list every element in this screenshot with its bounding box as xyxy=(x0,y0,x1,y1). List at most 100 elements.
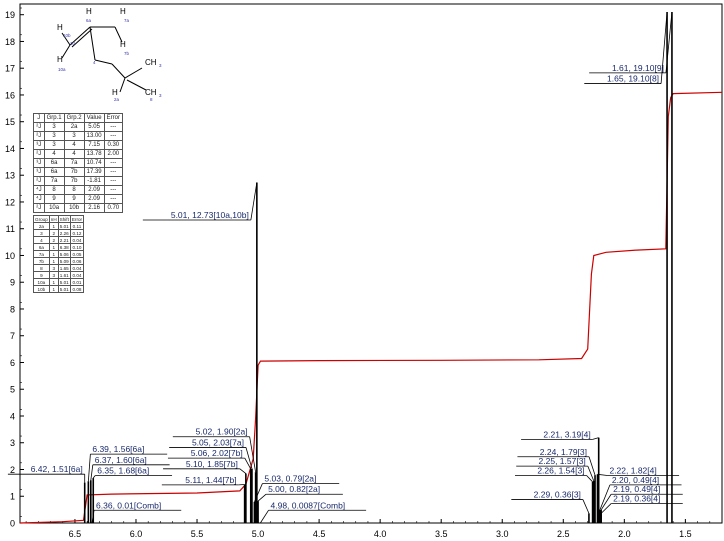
annotation-callout xyxy=(588,456,596,476)
peak-label: 2.22, 1.82[4] xyxy=(609,466,656,476)
table-cell: -1.81 xyxy=(83,176,105,186)
shift-table: Group nH Shift Error 2a 1 5.01 0.11 3 2 2.26 0.12 4… xyxy=(33,215,85,293)
table-row: ³J 6a 7a 10.74 --- xyxy=(33,158,123,168)
table-cell: 5.05 xyxy=(83,122,105,132)
table-cell: --- xyxy=(103,194,123,204)
table-cell: --- xyxy=(103,122,123,132)
table-cell: 2.00 xyxy=(103,149,123,159)
y-tick-label: 9 xyxy=(10,278,15,288)
coupling-table-header: J Grp.1 Grp.2 Value Error xyxy=(33,113,123,123)
table-cell: 0.10 xyxy=(69,243,85,251)
table-cell: ²J xyxy=(33,149,45,159)
table-cell: 1.61 xyxy=(57,271,71,279)
table-cell: 0.04 xyxy=(69,236,85,244)
y-tick-label: 18 xyxy=(5,37,15,47)
annotation-callout xyxy=(592,437,599,440)
table-cell: ³J xyxy=(33,140,45,150)
peak-label: 5.10, 1.85[7b] xyxy=(186,459,238,469)
peak-label: 5.02, 1.90[2a] xyxy=(196,427,248,437)
annotation-callout xyxy=(245,447,253,469)
molecule-atom-label: H xyxy=(112,88,118,97)
molecule-atom-label: H xyxy=(57,55,63,64)
molecule-atom-label: 3 xyxy=(159,63,162,68)
peak-label: 6.42, 1.51[6a] xyxy=(31,464,83,474)
table-cell: --- xyxy=(103,131,123,141)
annotation-callout xyxy=(90,464,94,481)
table-row: 9 3 1.61 0.04 xyxy=(33,271,85,279)
molecule-bond xyxy=(111,63,126,79)
table-row: 10a 1 5.01 0.01 xyxy=(33,278,85,286)
table-cell: 5.01 xyxy=(57,278,71,286)
molecule-atom-label: H xyxy=(120,7,126,16)
table-header-cell: nH xyxy=(48,215,59,223)
table-cell: 2a xyxy=(63,122,85,132)
table-cell: 8 xyxy=(63,185,85,195)
molecule-atom-label: H xyxy=(120,40,126,49)
annotation-callout xyxy=(600,494,612,511)
annotation-callout xyxy=(91,510,95,523)
coupling-table: J Grp.1 Grp.2 Value Error ²J 3 2a 5.05 --- ²J 3 3 13… xyxy=(33,113,123,213)
integral-layer xyxy=(19,91,723,524)
peak-label: 5.05, 2.03[7a] xyxy=(192,437,244,447)
annotation-callout xyxy=(254,483,263,503)
y-tick-label: 5 xyxy=(10,385,15,395)
table-cell: 0.12 xyxy=(69,229,85,237)
molecule-atom-label: 10a xyxy=(58,67,66,72)
annotation-callout xyxy=(244,457,252,470)
table-cell: 1 xyxy=(48,278,59,286)
molecule-atom-label: CH xyxy=(145,58,157,67)
table-row: ³J 6a 7b 17.39 --- xyxy=(33,167,123,177)
table-cell: 5.01 xyxy=(57,222,71,230)
y-tick-label: 17 xyxy=(5,64,15,74)
molecule-atom-label: 7b xyxy=(124,51,130,56)
table-cell: --- xyxy=(103,158,123,168)
table-header-cell: J xyxy=(33,113,45,123)
table-cell: 17.39 xyxy=(83,167,105,177)
y-tick-label: 14 xyxy=(5,144,15,154)
peak-label: 6.37, 1.60[6a] xyxy=(95,455,147,465)
table-header-cell: Shift xyxy=(57,215,71,223)
annotation-callout xyxy=(582,499,590,514)
y-tick-label: 2 xyxy=(10,465,15,475)
y-tick-label: 7 xyxy=(10,331,15,341)
molecule-atom-label: 3 xyxy=(159,93,162,98)
table-row: 8 3 1.65 0.04 xyxy=(33,264,85,272)
peak-label: 5.03, 0.79[2a] xyxy=(264,474,316,484)
molecule-bond xyxy=(69,26,91,46)
annotation-callout xyxy=(660,11,668,84)
annotation-callout xyxy=(250,182,258,221)
table-cell: 5.01 xyxy=(57,285,71,293)
table-cell: 1 xyxy=(48,250,59,258)
table-row: ⁴J 9 9 2.09 --- xyxy=(33,194,123,204)
x-tick-label: 6.5 xyxy=(69,529,82,539)
annotation-callout xyxy=(587,465,595,482)
table-header-cell: Grp.1 xyxy=(43,113,65,123)
molecule-atom-label: 6a xyxy=(86,18,92,23)
y-tick-label: 11 xyxy=(6,224,15,234)
annotation-callout xyxy=(260,510,269,523)
table-cell: ²J xyxy=(33,203,45,213)
molecule-atom-label: 8 xyxy=(150,97,153,102)
table-cell: 4 xyxy=(43,149,65,159)
table-cell: ²J xyxy=(33,131,45,141)
peak-label: 5.00, 0.82[2a] xyxy=(268,484,320,494)
table-cell: 4 xyxy=(63,149,85,159)
y-tick-label: 16 xyxy=(5,90,15,100)
annotation-callout xyxy=(92,475,96,479)
table-header-cell: Error xyxy=(103,113,123,123)
table-header-cell: Group xyxy=(33,215,50,223)
table-cell: 2.09 xyxy=(83,194,105,204)
table-cell: ⁴J xyxy=(33,194,45,204)
table-cell: 3 xyxy=(43,131,65,141)
table-cell: 2 xyxy=(48,236,59,244)
table-cell: --- xyxy=(103,167,123,177)
table-cell: 0.06 xyxy=(69,257,85,265)
table-cell: 9 xyxy=(63,194,85,204)
table-header-cell: Value xyxy=(83,113,105,123)
peak-label: 6.39, 1.56[6a] xyxy=(92,444,144,454)
table-cell: 4 xyxy=(63,140,85,150)
y-tick-label: 4 xyxy=(10,411,15,421)
table-cell: 7.15 xyxy=(83,140,105,150)
table-row: ²J 4 4 13.78 2.00 xyxy=(33,149,123,159)
